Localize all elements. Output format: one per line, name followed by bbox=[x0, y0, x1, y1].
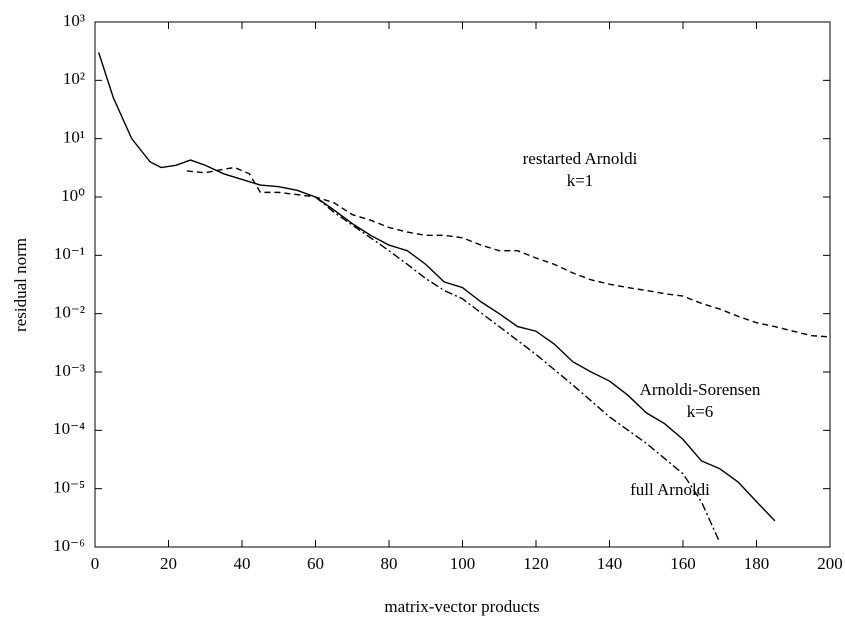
series-line bbox=[98, 52, 776, 522]
x-tick-label: 180 bbox=[744, 554, 770, 573]
y-axis-label: residual norm bbox=[11, 238, 30, 332]
series-line bbox=[186, 166, 831, 338]
y-tick-label: 10⁻² bbox=[54, 303, 85, 322]
x-tick-label: 0 bbox=[91, 554, 100, 573]
y-tick-label: 10⁻³ bbox=[54, 361, 85, 380]
annotation: k=1 bbox=[567, 171, 594, 190]
x-tick-label: 140 bbox=[597, 554, 623, 573]
x-tick-label: 160 bbox=[670, 554, 696, 573]
x-tick-label: 80 bbox=[381, 554, 398, 573]
y-tick-label: 10¹ bbox=[63, 128, 85, 147]
x-tick-label: 20 bbox=[160, 554, 177, 573]
series-line bbox=[315, 196, 721, 543]
x-axis-label: matrix-vector products bbox=[384, 597, 539, 616]
annotation: Arnoldi-Sorensen bbox=[640, 380, 761, 399]
x-tick-label: 100 bbox=[450, 554, 476, 573]
x-tick-label: 60 bbox=[307, 554, 324, 573]
x-tick-label: 120 bbox=[523, 554, 549, 573]
y-tick-label: 10⁻⁴ bbox=[53, 419, 85, 438]
x-tick-label: 200 bbox=[817, 554, 843, 573]
annotation: restarted Arnoldi bbox=[523, 149, 638, 168]
y-tick-label: 10⁰ bbox=[61, 186, 85, 205]
y-tick-label: 10³ bbox=[63, 11, 85, 30]
y-tick-label: 10² bbox=[63, 69, 85, 88]
annotation: k=6 bbox=[687, 402, 714, 421]
y-tick-label: 10⁻⁶ bbox=[53, 536, 85, 555]
annotation: full Arnoldi bbox=[630, 480, 710, 499]
y-tick-label: 10⁻⁵ bbox=[53, 478, 85, 497]
y-tick-label: 10⁻¹ bbox=[54, 244, 85, 263]
x-tick-label: 40 bbox=[234, 554, 251, 573]
